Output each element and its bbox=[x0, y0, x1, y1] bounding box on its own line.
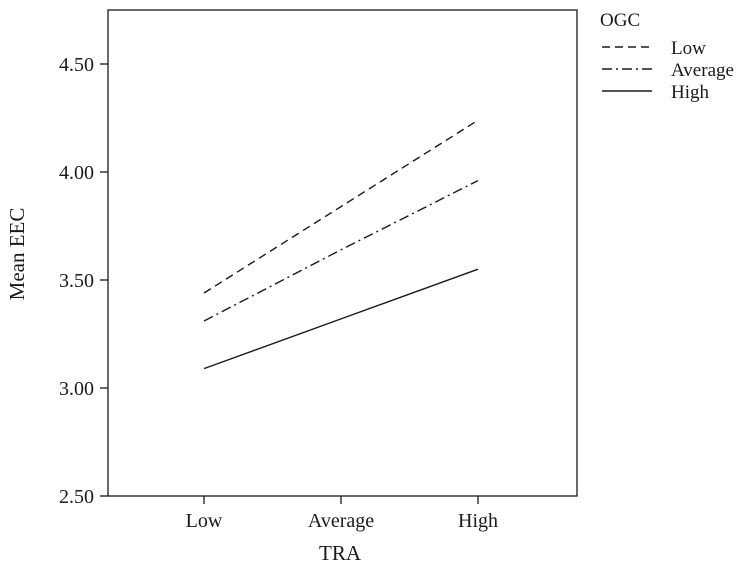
plot-frame bbox=[107, 9, 578, 497]
y-tick-label: 3.00 bbox=[59, 378, 94, 400]
series-line-high bbox=[203, 268, 479, 370]
series-lines bbox=[203, 119, 479, 370]
y-axis: 2.50 3.00 3.50 4.00 4.50 bbox=[59, 54, 108, 508]
x-axis-title: TRA bbox=[319, 541, 362, 565]
series-line-low bbox=[203, 119, 479, 294]
x-tick-label: Average bbox=[308, 510, 374, 532]
plot-border bbox=[107, 9, 578, 497]
series-line-average bbox=[203, 179, 479, 322]
y-tick-label: 3.50 bbox=[59, 270, 94, 292]
legend-label-high: High bbox=[671, 82, 710, 103]
y-tick-label: 4.50 bbox=[59, 54, 94, 76]
y-axis-title: Mean EEC bbox=[5, 208, 29, 301]
x-tick-label: Low bbox=[186, 510, 223, 532]
y-tick-label: 4.00 bbox=[59, 162, 94, 184]
legend-label-low: Low bbox=[671, 38, 706, 59]
legend-label-average: Average bbox=[671, 60, 734, 81]
x-axis: Low Average High bbox=[186, 496, 498, 532]
x-tick-label: High bbox=[458, 510, 498, 532]
legend-title: OGC bbox=[600, 10, 640, 31]
y-tick-label: 2.50 bbox=[59, 486, 94, 508]
